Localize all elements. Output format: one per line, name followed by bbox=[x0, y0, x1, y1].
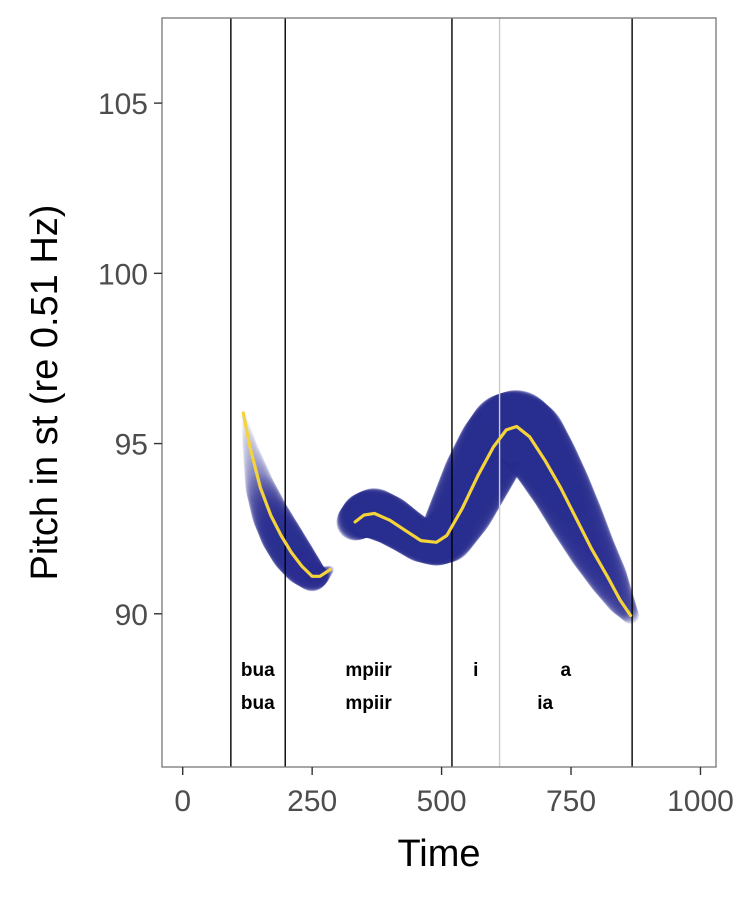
panel-border bbox=[161, 17, 717, 768]
y-axis: 90 95 100 105 bbox=[98, 88, 162, 632]
y-tick-label: 100 bbox=[98, 258, 148, 291]
x-tick-label: 500 bbox=[417, 785, 467, 818]
x-tick-label: 1000 bbox=[667, 785, 734, 818]
segment-label: mpiir bbox=[345, 693, 392, 714]
mean-pitch-line-1 bbox=[241, 411, 332, 578]
y-tick-label: 105 bbox=[98, 88, 148, 121]
x-tick-label: 750 bbox=[546, 785, 596, 818]
segment-label: mpiir bbox=[345, 660, 392, 681]
x-axis-title: Time bbox=[397, 833, 480, 875]
x-tick-label: 250 bbox=[287, 785, 337, 818]
y-axis-title: Pitch in st (re 0.51 Hz) bbox=[24, 205, 66, 581]
mean-pitch-line-2 bbox=[353, 424, 633, 618]
segment-label: bua bbox=[241, 660, 275, 681]
segment-boundaries bbox=[230, 18, 633, 767]
segment-label: i bbox=[473, 660, 478, 681]
segment-label: ia bbox=[537, 693, 553, 714]
x-axis: 0 250 500 750 1000 bbox=[174, 767, 734, 818]
mean-pitch-lines bbox=[241, 411, 633, 618]
segment-label: bua bbox=[241, 693, 275, 714]
y-tick-label: 95 bbox=[115, 429, 148, 462]
y-tick-label: 90 bbox=[115, 599, 148, 632]
segment-label: a bbox=[561, 660, 572, 681]
x-tick-label: 0 bbox=[174, 785, 191, 818]
